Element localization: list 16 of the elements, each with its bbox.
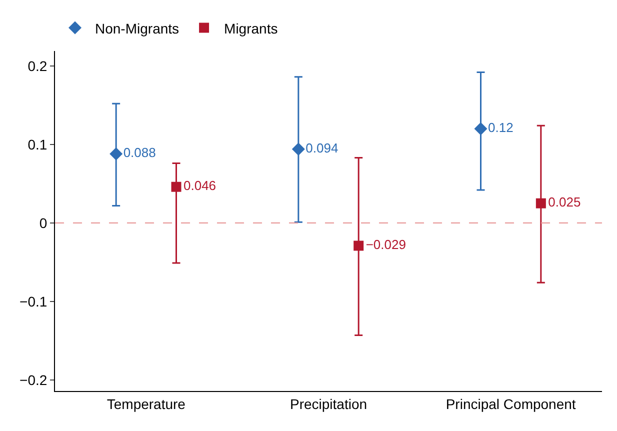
y-tick-label: 0.2 [28,58,48,74]
x-tick-label: Temperature [106,396,186,412]
y-tick-label: 0 [39,214,48,231]
data-label: 0.046 [184,178,216,194]
x-tick-label: Principal Component [446,396,576,412]
legend-label: Migrants [224,20,278,36]
data-label: −0.029 [366,236,406,252]
y-tick-label: 0.1 [28,136,48,152]
y-tick-label: −0.1 [20,293,48,310]
data-label: 0.12 [488,120,514,135]
data-label: 0.088 [123,145,156,160]
x-tick-label: Precipitation [290,396,368,412]
data-label: 0.025 [548,194,581,210]
y-tick-label: −0.2 [20,372,48,388]
legend-label: Non-Migrants [95,20,180,36]
data-label: 0.094 [306,140,338,156]
